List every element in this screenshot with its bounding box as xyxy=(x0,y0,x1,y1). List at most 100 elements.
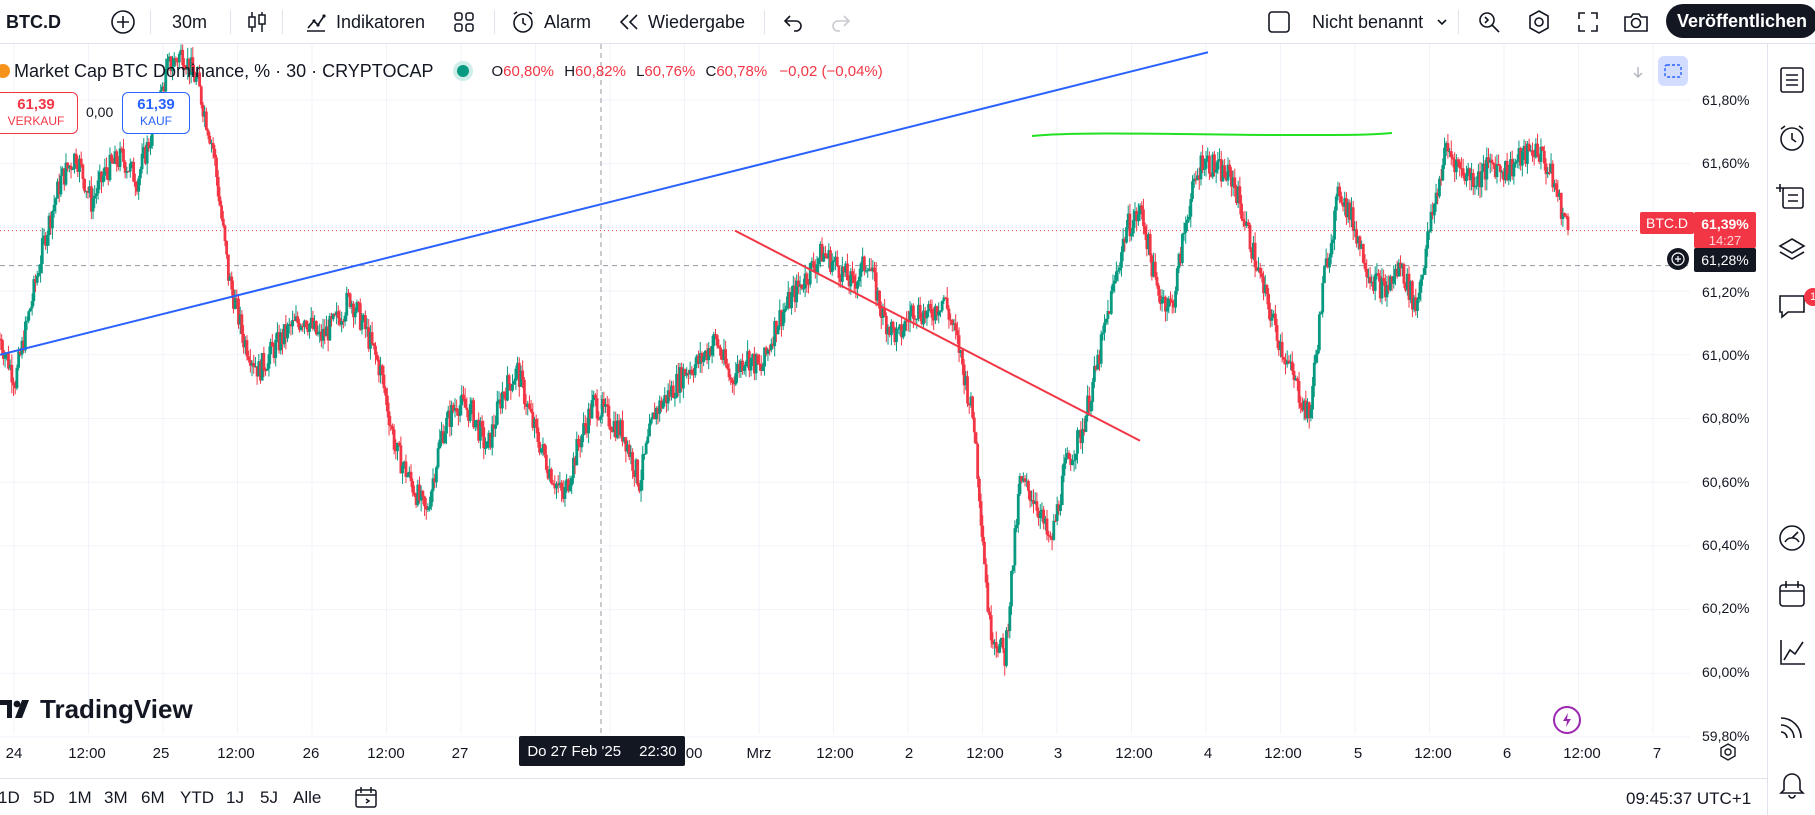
range-button[interactable]: 5D xyxy=(33,788,55,807)
signal-broadcast-icon[interactable] xyxy=(1776,710,1808,742)
buy-button[interactable]: 61,39 KAUF xyxy=(122,92,190,134)
candle-body xyxy=(778,310,782,327)
compare-symbol-icon[interactable] xyxy=(110,0,136,44)
candle-body xyxy=(10,364,14,383)
candle-body xyxy=(798,284,802,287)
candle-body xyxy=(1422,268,1426,275)
quick-search-icon[interactable] xyxy=(1476,0,1502,44)
tradingview-logo-icon xyxy=(0,700,29,718)
candle-body xyxy=(1258,267,1262,274)
technicals-chart-icon[interactable] xyxy=(1776,636,1808,668)
candle-body xyxy=(626,444,629,452)
candle-body xyxy=(1377,273,1380,277)
fullscreen-icon[interactable] xyxy=(1576,0,1600,44)
candle-body xyxy=(1175,268,1179,291)
calendar-icon[interactable] xyxy=(1776,578,1808,610)
interval-button[interactable]: 30m xyxy=(172,0,207,44)
publish-button[interactable]: Veröffentlichen xyxy=(1666,4,1815,38)
candle-body xyxy=(494,424,498,429)
candle-body xyxy=(1180,234,1184,264)
alarm-button[interactable]: Alarm xyxy=(510,0,591,44)
candle-body xyxy=(311,317,315,329)
candle-body xyxy=(587,408,591,434)
candle-body xyxy=(313,320,317,329)
replay-button[interactable]: Wiedergabe xyxy=(618,0,745,44)
layouts-grid-icon[interactable] xyxy=(452,0,476,44)
auto-scale-icon[interactable] xyxy=(1658,56,1688,86)
watchlist-icon[interactable] xyxy=(1776,64,1808,96)
events-lightning-icon[interactable] xyxy=(1553,706,1581,734)
candle-body xyxy=(1390,276,1394,284)
candle-body xyxy=(895,328,898,343)
undo-icon[interactable] xyxy=(782,0,804,44)
notifications-bell-icon[interactable] xyxy=(1776,768,1808,800)
candle-body xyxy=(1456,159,1460,162)
candle-body xyxy=(194,77,198,82)
candle-body xyxy=(590,400,594,419)
range-button[interactable]: YTD xyxy=(180,788,214,807)
candle-body xyxy=(729,377,733,380)
range-button[interactable]: 1J xyxy=(226,788,244,807)
candle-body xyxy=(768,349,772,351)
candle-body xyxy=(1018,476,1022,495)
candle-body xyxy=(991,640,995,645)
candle-body xyxy=(1405,273,1409,291)
candle-body xyxy=(230,276,234,290)
time-axis-settings-icon[interactable] xyxy=(1718,742,1738,767)
candle-body xyxy=(1321,283,1325,313)
clock-timezone[interactable]: 09:45:37 UTC+1 xyxy=(1626,789,1752,808)
candle-body xyxy=(1177,253,1181,269)
candle-body xyxy=(509,383,513,391)
candle-body xyxy=(1214,169,1218,173)
object-tree-icon[interactable] xyxy=(1776,180,1808,212)
chart-type-candles-icon[interactable] xyxy=(246,0,268,44)
candle-body xyxy=(484,447,487,449)
candle-body xyxy=(1152,261,1155,277)
price-chart[interactable] xyxy=(0,44,1767,764)
candle-body xyxy=(1385,285,1389,298)
range-button[interactable]: 5J xyxy=(260,788,278,807)
layout-name-button[interactable]: Nicht benannt xyxy=(1266,0,1449,44)
candle-body xyxy=(1301,407,1304,411)
go-to-date-calendar-icon[interactable] xyxy=(353,785,379,815)
add-alert-plus-icon[interactable] xyxy=(1667,248,1689,270)
time-tick-label: 24 xyxy=(5,745,23,762)
candle-body xyxy=(1262,276,1265,294)
candle-body xyxy=(1186,219,1189,223)
candle-body xyxy=(169,56,173,72)
candle-body xyxy=(1399,262,1402,269)
speedometer-icon[interactable] xyxy=(1776,522,1808,554)
range-button[interactable]: Alle xyxy=(293,788,322,807)
candle-body xyxy=(621,420,624,442)
range-button[interactable]: 1D xyxy=(0,788,20,807)
alerts-clock-icon[interactable] xyxy=(1776,122,1808,154)
camera-snapshot-icon[interactable] xyxy=(1622,0,1650,44)
redo-icon[interactable] xyxy=(830,0,852,44)
candle-body xyxy=(1043,518,1047,524)
range-button[interactable]: 6M xyxy=(141,788,165,807)
candle-body xyxy=(480,421,484,428)
symbol-search-button[interactable]: BTC.D xyxy=(6,0,61,44)
range-button[interactable]: 1M xyxy=(68,788,92,807)
indicators-button[interactable]: Indikatoren xyxy=(304,0,425,44)
candle-body xyxy=(1307,402,1311,419)
candle-body xyxy=(132,161,136,182)
series-legend[interactable]: Market Cap BTC Dominance, % · 30 · CRYPT… xyxy=(0,58,883,84)
candle-body xyxy=(1380,278,1384,299)
candle-body xyxy=(998,644,1002,653)
range-button[interactable]: 3M xyxy=(104,788,128,807)
candle-body xyxy=(487,432,491,442)
candle-body xyxy=(1500,171,1504,173)
candle-body xyxy=(347,292,350,294)
settings-gear-icon[interactable] xyxy=(1526,0,1552,44)
chart-pane[interactable] xyxy=(0,44,1767,764)
candle-body xyxy=(781,312,785,327)
candle-body xyxy=(1162,296,1166,300)
candle-body xyxy=(1532,155,1536,158)
candle-body xyxy=(1507,173,1511,181)
scroll-down-icon[interactable] xyxy=(1624,58,1652,86)
sell-button[interactable]: 61,39 VERKAUF xyxy=(0,92,78,134)
layers-icon[interactable] xyxy=(1776,234,1808,266)
candle-body xyxy=(1170,300,1174,303)
candle-body xyxy=(172,58,176,67)
